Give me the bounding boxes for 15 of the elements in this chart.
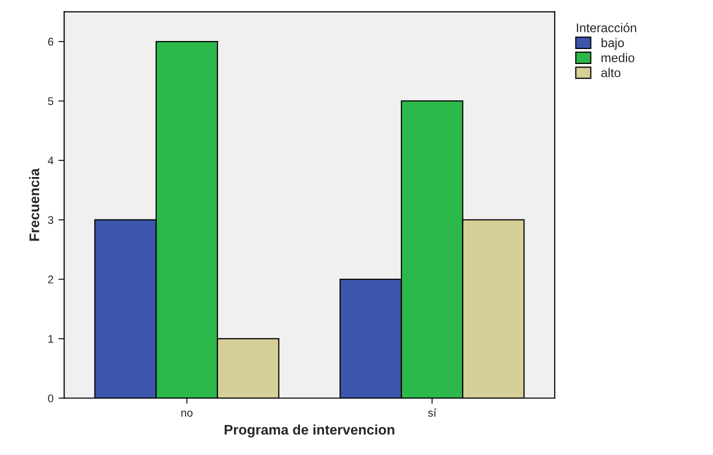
- y-axis-title: Frecuencia: [29, 168, 40, 241]
- y-tick-label: 0: [48, 394, 54, 402]
- x-tick-label: sí: [428, 408, 436, 417]
- legend-title: Interacción: [576, 22, 636, 32]
- x-axis-title: Programa de intervencion: [224, 424, 394, 438]
- y-tick-label: 5: [48, 97, 54, 106]
- legend-label: alto: [601, 68, 620, 78]
- y-tick-label: 4: [48, 156, 54, 164]
- y-tick-label: 1: [48, 335, 54, 343]
- y-tick-label: 6: [48, 38, 54, 46]
- legend-label: bajo: [602, 38, 624, 50]
- y-tick-label: 2: [48, 276, 54, 284]
- x-tick-label: no: [181, 410, 193, 417]
- y-tick-label: 3: [48, 216, 54, 224]
- legend-label: medio: [602, 53, 634, 62]
